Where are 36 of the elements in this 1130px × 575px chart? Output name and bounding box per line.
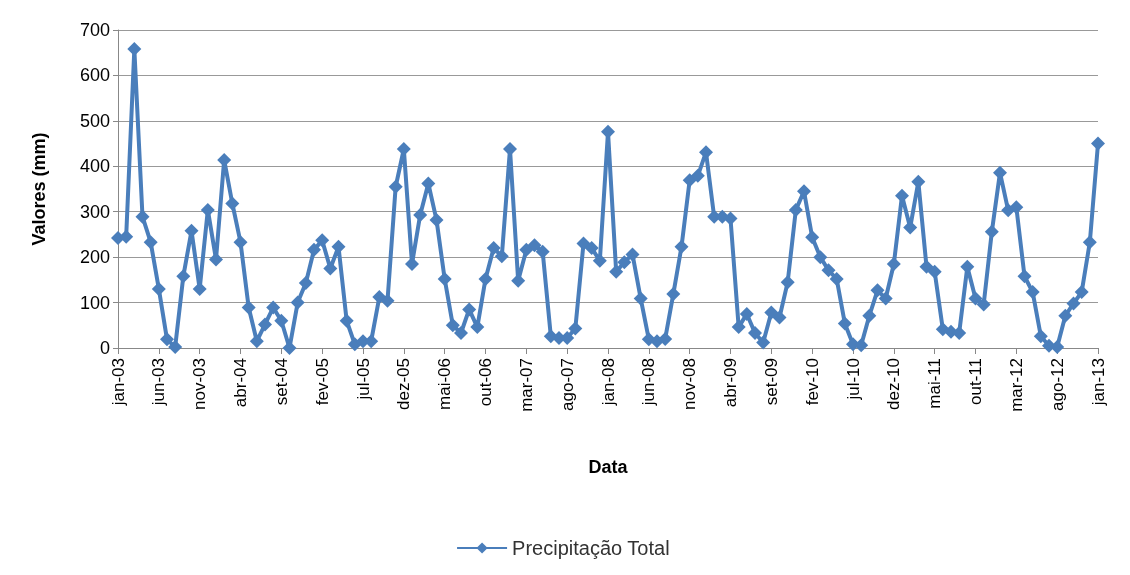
- x-tick-label: jun-03: [149, 358, 169, 407]
- x-tick-label: jan-13: [1088, 358, 1108, 407]
- y-tick-label: 100: [79, 292, 110, 313]
- x-tick-label: jan-03: [108, 358, 128, 407]
- x-tick-label: fev-05: [312, 358, 332, 406]
- x-tick-label: jun-08: [639, 358, 659, 407]
- x-tick-label: mai-11: [925, 358, 945, 409]
- y-axis-title: Valores (mm): [29, 132, 49, 246]
- x-tick-label: mai-06: [435, 358, 455, 410]
- x-tick-label: ago-12: [1047, 358, 1067, 411]
- x-tick-label: dez-05: [394, 358, 414, 410]
- x-tick-label: set-04: [271, 358, 291, 406]
- x-tick-label: fev-10: [802, 358, 822, 406]
- x-tick-label: ago-07: [557, 358, 577, 411]
- y-tick-label: 600: [79, 65, 110, 86]
- y-tick-label: 700: [79, 20, 110, 40]
- y-tick-label: 500: [79, 110, 110, 131]
- x-tick-label: nov-08: [680, 358, 700, 410]
- x-axis-title: Data: [588, 457, 629, 477]
- legend-label: Precipitação Total: [512, 537, 670, 559]
- x-tick-label: mar-12: [1006, 358, 1026, 412]
- y-tick-label: 300: [79, 201, 110, 222]
- x-tick-label: jan-08: [598, 358, 618, 407]
- x-tick-label: abr-04: [231, 358, 250, 408]
- x-tick-label: nov-03: [190, 358, 210, 410]
- x-tick-label: out-11: [966, 358, 985, 405]
- y-tick-label: 0: [99, 338, 110, 358]
- x-tick-label: set-09: [761, 358, 781, 406]
- x-tick-label: dez-10: [884, 358, 904, 410]
- y-tick-label: 400: [79, 156, 110, 177]
- x-tick-label: jul-10: [843, 358, 863, 401]
- x-tick-label: jul-05: [353, 358, 373, 401]
- x-tick-label: out-06: [476, 358, 495, 407]
- y-tick-label: 200: [79, 247, 110, 268]
- x-tick-label: abr-09: [721, 358, 740, 408]
- x-tick-label: mar-07: [516, 358, 536, 412]
